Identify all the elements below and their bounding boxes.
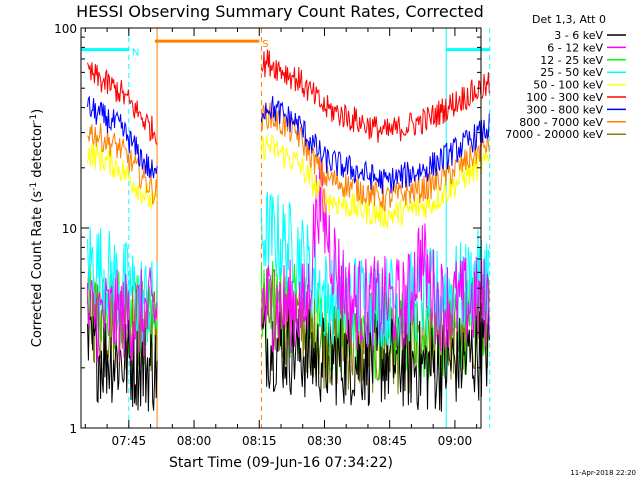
- series-group: [87, 49, 490, 412]
- y-axis-label-mid: detector: [30, 122, 45, 182]
- y-axis-label-end: ): [30, 109, 45, 114]
- series-trace-6: [87, 95, 490, 194]
- series-trace-1: [87, 159, 490, 363]
- legend-label-2: 12 - 25 keV: [540, 54, 603, 67]
- y-axis-label-sup2: -1: [29, 114, 39, 123]
- segment-label-0: N: [132, 48, 139, 59]
- y-tick-label: 1: [69, 422, 77, 436]
- legend-header: Det 1,3, Att 0: [532, 13, 606, 26]
- x-tick-label: 07:45: [112, 434, 147, 448]
- series-trace-3: [87, 192, 490, 348]
- segment-label-2: S: [262, 39, 268, 50]
- y-tick-label: 10: [62, 222, 77, 236]
- legend-label-6: 300 - 800 keV: [526, 103, 603, 116]
- legend-label-8: 7000 - 20000 keV: [505, 128, 603, 141]
- legend-label-5: 100 - 300 keV: [526, 91, 603, 104]
- series-trace-5: [87, 49, 490, 145]
- axes: 07:45 08:00 08:15 08:30 08:45 09:00 1 10 100: [54, 22, 481, 448]
- legend-label-1: 6 - 12 keV: [547, 41, 603, 54]
- y-axis-label: Corrected Count Rate (s-1 detector-1): [29, 109, 45, 347]
- series-trace-7: [87, 102, 490, 212]
- x-axis-label: Start Time (09-Jun-16 07:34:22): [169, 455, 393, 471]
- x-tick-label: 08:15: [242, 434, 277, 448]
- x-tick-label: 08:00: [177, 434, 212, 448]
- y-axis-label-sup1: -1: [29, 182, 39, 191]
- series-trace-0: [87, 305, 490, 412]
- legend-label-3: 25 - 50 keV: [540, 66, 603, 79]
- timestamp: 11-Apr-2018 22:20: [570, 469, 636, 477]
- legend-label-7: 800 - 7000 keV: [519, 116, 603, 129]
- x-tick-label: 08:30: [307, 434, 342, 448]
- series-trace-4: [87, 133, 490, 229]
- legend-label-4: 50 - 100 keV: [533, 79, 603, 92]
- x-tick-label: 08:45: [372, 434, 407, 448]
- x-tick-label: 09:00: [438, 434, 473, 448]
- chart-title: HESSI Observing Summary Count Rates, Cor…: [76, 2, 484, 21]
- y-tick-label: 100: [54, 22, 77, 36]
- legend-label-0: 3 - 6 keV: [554, 29, 603, 42]
- y-axis-label-main: Corrected Count Rate (s: [30, 191, 45, 348]
- attenuator-segments: NS: [81, 39, 490, 59]
